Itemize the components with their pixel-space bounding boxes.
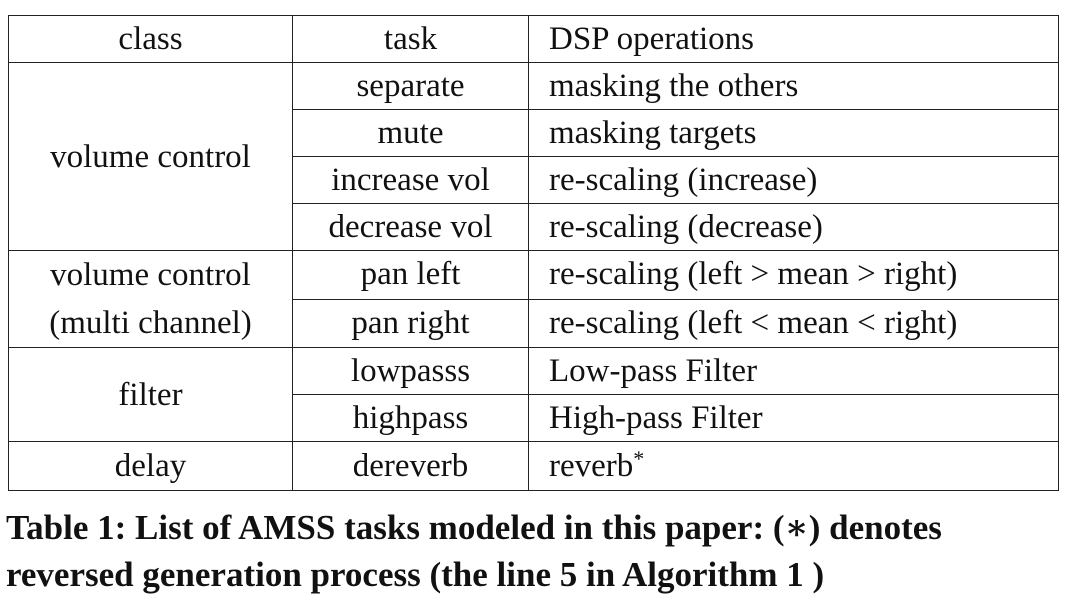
dsp-operation-cell: re-scaling (decrease): [528, 203, 1059, 251]
caption-line-2: reversed generation process (the line 5 …: [6, 555, 825, 594]
dsp-operation-cell: re-scaling (increase): [528, 156, 1059, 204]
task-cell: mute: [292, 109, 529, 157]
dsp-operation-cell: masking the others: [528, 62, 1059, 110]
tasks-table-body: class task DSP operations volume control…: [8, 15, 1059, 491]
dsp-operation-cell: High-pass Filter: [528, 394, 1059, 442]
dsp-operation-text: masking targets: [549, 114, 757, 151]
dsp-operation-text: re-scaling (decrease): [549, 208, 823, 245]
class-cell: volume control: [8, 62, 293, 251]
table-row: mute masking targets: [9, 109, 1059, 157]
header-class: class: [8, 15, 293, 63]
dsp-operation-cell: Low-pass Filter: [528, 347, 1059, 395]
dsp-operation-cell: reverb*: [528, 441, 1059, 491]
table-row: filter lowpasss Low-pass Filter: [8, 347, 1059, 442]
class-label: volume control: [50, 257, 251, 293]
dsp-operation-text: reverb: [549, 447, 634, 484]
task-cell: decrease vol: [292, 203, 529, 251]
header-dsp-operations: DSP operations: [528, 15, 1059, 63]
task-cell: increase vol: [292, 156, 529, 204]
class-cell: filter: [8, 347, 293, 442]
dsp-operation-text: masking the others: [549, 67, 799, 104]
class-cell: delay: [8, 441, 293, 491]
dsp-operation-text: re-scaling (left > mean > right): [549, 256, 958, 293]
class-label: (multi channel): [49, 305, 252, 341]
table-row: volume control (multi channel) pan left re-…: [8, 250, 1059, 348]
header-task: task: [292, 15, 529, 63]
table-row: decrease vol re-scaling (decrease): [9, 203, 1059, 251]
dsp-operation-text: Low-pass Filter: [549, 352, 758, 389]
dsp-operation-text: High-pass Filter: [549, 399, 763, 436]
table-header-row: class task DSP operations: [8, 15, 1059, 63]
reversed-process-mark: *: [633, 445, 645, 471]
table-row: delay dereverb reverb*: [8, 441, 1059, 491]
task-cell: pan right: [292, 298, 529, 348]
dsp-operation-text: re-scaling (increase): [549, 161, 818, 198]
class-label: filter: [118, 376, 183, 413]
caption-line-1: Table 1: List of AMSS tasks modeled in t…: [6, 508, 942, 547]
dsp-operation-cell: re-scaling (left < mean < right): [528, 298, 1059, 348]
class-label: volume control: [50, 138, 251, 175]
task-cell: separate: [292, 62, 529, 110]
dsp-operation-cell: re-scaling (left > mean > right): [528, 250, 1059, 300]
task-cell: highpass: [292, 394, 529, 442]
class-label: delay: [114, 448, 187, 484]
dsp-operation-cell: masking targets: [528, 109, 1059, 157]
task-cell: dereverb: [292, 441, 529, 491]
table-row: volume control separate masking the others: [8, 62, 1059, 251]
task-cell: pan left: [292, 250, 529, 300]
class-cell: volume control (multi channel): [8, 250, 293, 348]
dsp-operation-text: re-scaling (left < mean < right): [549, 304, 958, 341]
task-cell: lowpasss: [292, 347, 529, 395]
table-caption: Table 1: List of AMSS tasks modeled in t…: [6, 504, 1062, 598]
table-row: highpass High-pass Filter: [9, 394, 1059, 442]
tasks-table: class task DSP operations volume control…: [8, 15, 1059, 491]
